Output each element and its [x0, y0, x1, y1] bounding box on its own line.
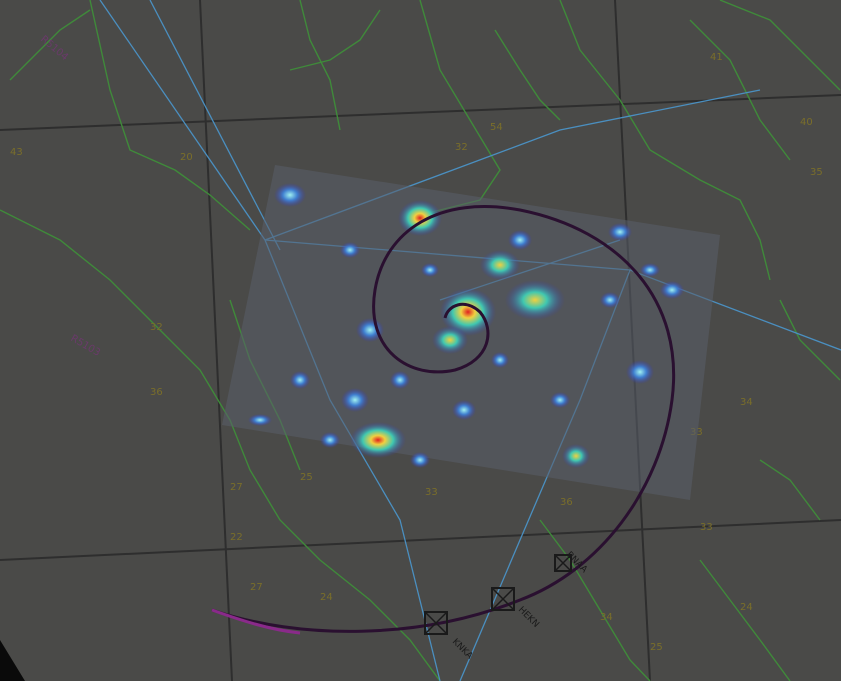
fix-label: HEKN	[516, 605, 541, 630]
svg-text:40: 40	[800, 117, 813, 128]
svg-text:32: 32	[455, 142, 468, 153]
fix-label: KNKA	[450, 637, 475, 662]
svg-text:27: 27	[250, 582, 263, 593]
svg-text:25: 25	[300, 472, 313, 483]
viewport-corner	[0, 640, 25, 681]
svg-text:24: 24	[740, 602, 753, 613]
svg-text:54: 54	[490, 122, 503, 133]
flight-path-tail	[211, 608, 301, 635]
svg-text:24: 24	[320, 592, 333, 603]
svg-text:25: 25	[650, 642, 663, 653]
svg-text:R5103: R5103	[69, 333, 103, 359]
svg-text:20: 20	[180, 152, 193, 163]
svg-text:22: 22	[230, 532, 243, 543]
svg-text:33: 33	[700, 522, 713, 533]
svg-text:27: 27	[230, 482, 243, 493]
svg-text:36: 36	[150, 387, 163, 398]
svg-text:35: 35	[810, 167, 823, 178]
svg-text:34: 34	[600, 612, 613, 623]
svg-text:34: 34	[740, 397, 753, 408]
svg-text:41: 41	[710, 52, 723, 63]
flight-path	[211, 205, 676, 633]
weather-radar-overlay	[222, 165, 720, 500]
svg-text:36: 36	[560, 497, 573, 508]
svg-text:R5104: R5104	[38, 34, 70, 63]
radar-blobs	[248, 183, 684, 468]
svg-text:32: 32	[150, 322, 163, 333]
fix-knka[interactable]: KNKA	[424, 611, 475, 662]
svg-text:33: 33	[425, 487, 438, 498]
svg-text:43: 43	[10, 147, 23, 158]
